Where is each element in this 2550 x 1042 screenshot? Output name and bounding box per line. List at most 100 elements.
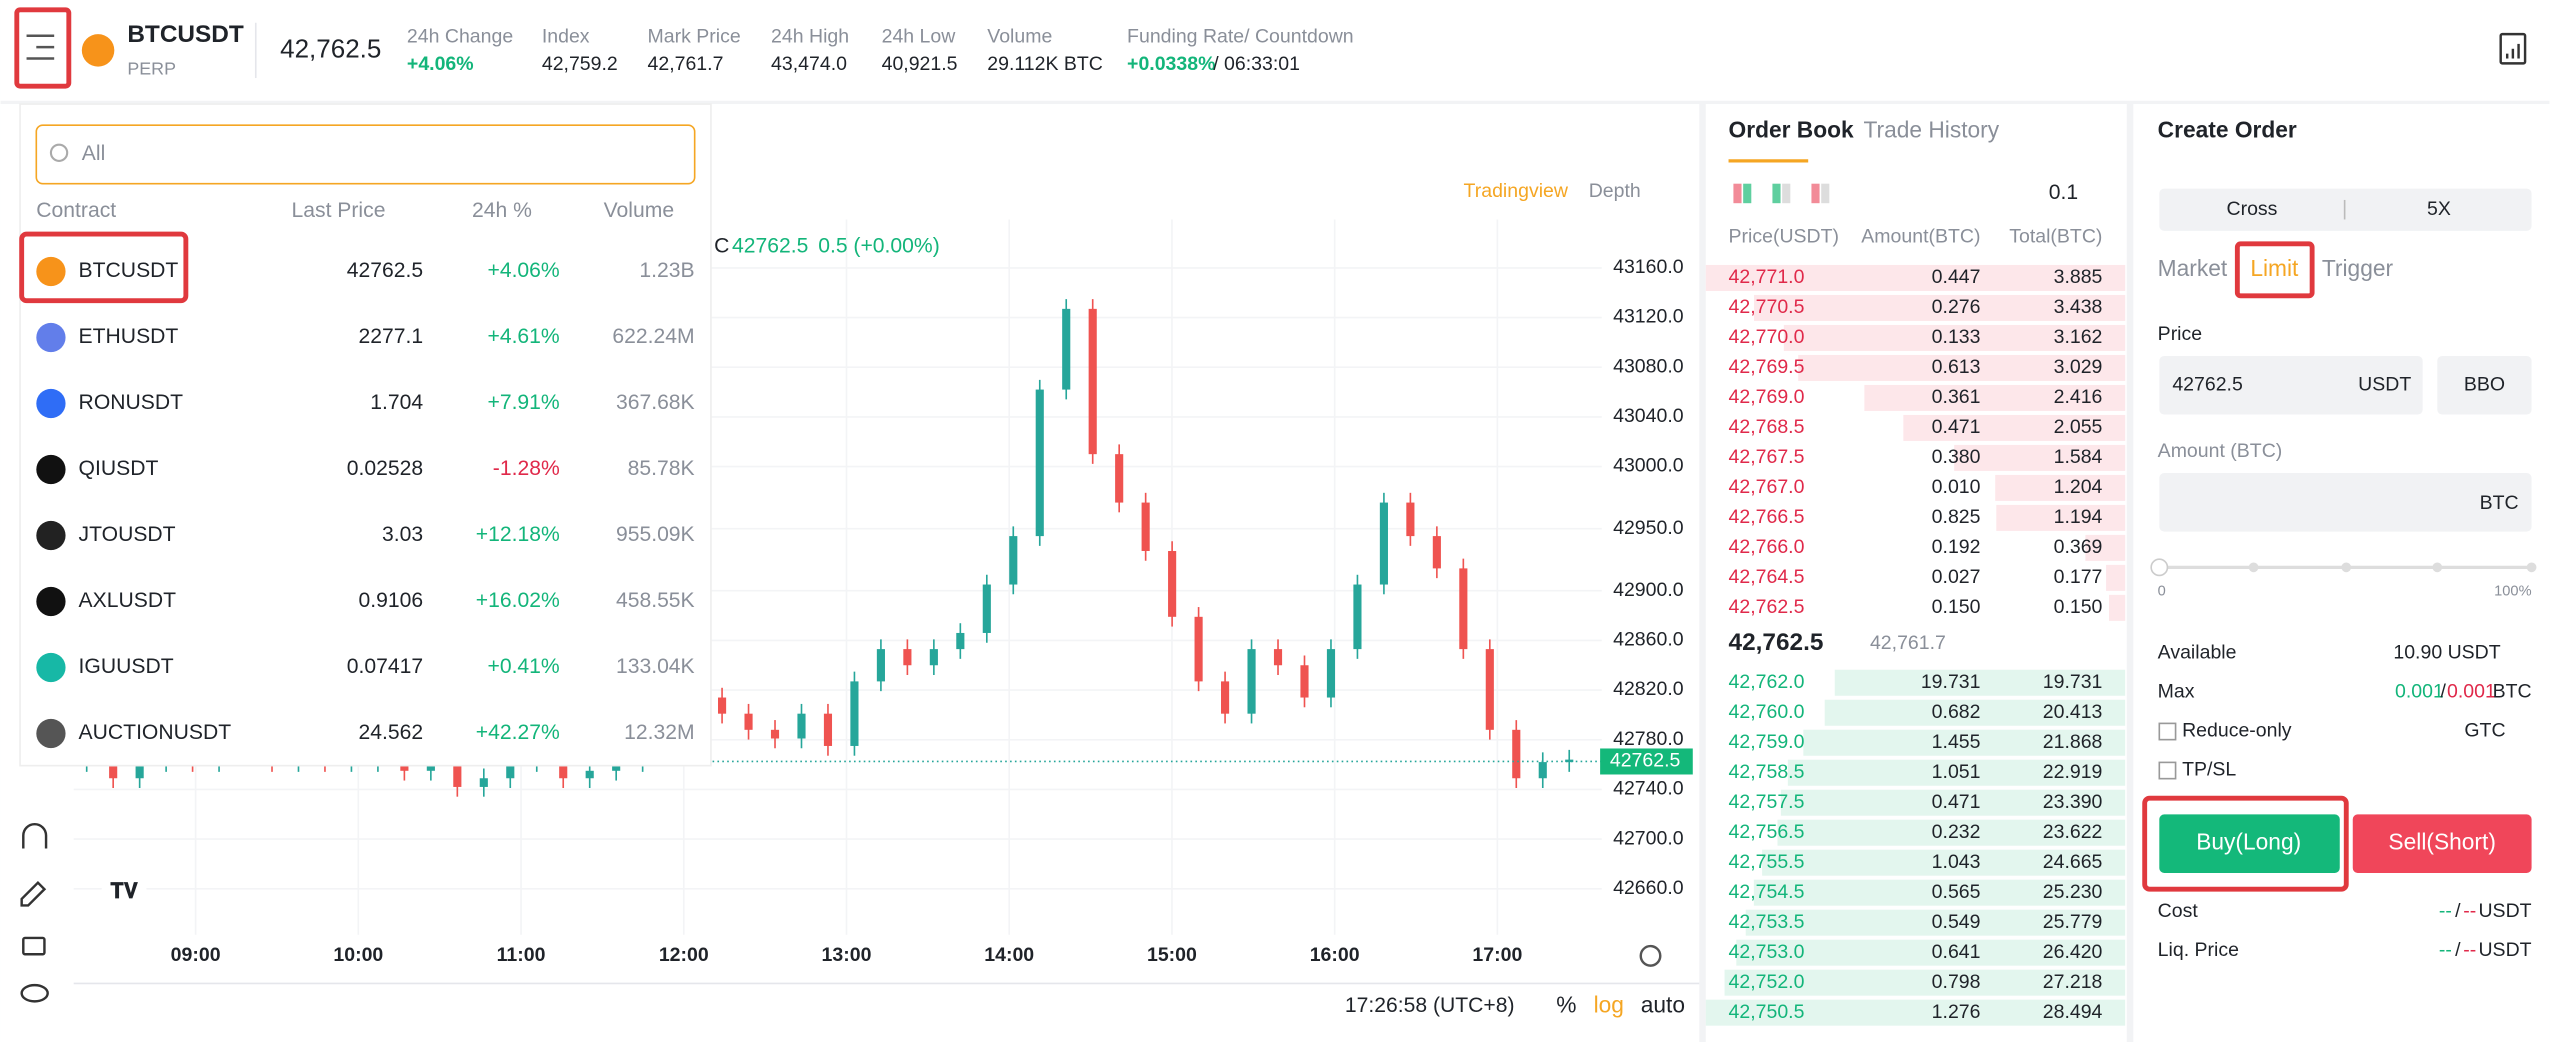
sidebar-icons[interactable] bbox=[20, 823, 49, 1003]
book-price: 42,758.5 bbox=[1729, 761, 1805, 783]
candle-body bbox=[1273, 649, 1283, 666]
stat-value: 43,474.0 bbox=[771, 53, 847, 75]
candle-body bbox=[1088, 308, 1097, 455]
tpsl[interactable]: TP/SL bbox=[2182, 759, 2236, 781]
buy-button[interactable] bbox=[2159, 814, 2340, 873]
document-icon[interactable] bbox=[2499, 32, 2527, 65]
tab-market[interactable]: Market bbox=[2158, 255, 2228, 281]
book-total: 3.162 bbox=[2054, 326, 2103, 348]
candle-body bbox=[903, 649, 912, 666]
contract-symbol[interactable]: ETHUSDT bbox=[79, 325, 179, 348]
coin-icon bbox=[36, 256, 66, 287]
book-view-icons[interactable] bbox=[1733, 183, 1830, 204]
last-price: 42762.5 bbox=[347, 259, 423, 282]
book-amount: 0.150 bbox=[1932, 596, 1981, 618]
leverage[interactable]: 5X bbox=[2427, 198, 2451, 220]
book-amount: 1.043 bbox=[1932, 851, 1981, 873]
candle-body bbox=[1009, 536, 1018, 585]
funding-countdown: / 06:33:01 bbox=[1213, 53, 1300, 75]
coin-icon bbox=[36, 586, 66, 617]
candle-body bbox=[453, 762, 462, 787]
book-amount: 19.731 bbox=[1921, 671, 1981, 693]
settings-icon[interactable] bbox=[1639, 944, 1662, 967]
candle-body bbox=[1406, 502, 1415, 537]
coin-icon bbox=[36, 454, 66, 485]
contract-symbol[interactable]: JTOUSDT bbox=[79, 523, 176, 546]
book-price: 42,756.5 bbox=[1729, 821, 1805, 843]
tab-trade-history[interactable]: Trade History bbox=[1863, 117, 1999, 143]
book-total: 1.584 bbox=[2054, 446, 2103, 468]
tab-order-book[interactable]: Order Book bbox=[1729, 117, 1854, 143]
toolbar-tradingview[interactable]: Tradingview bbox=[1464, 180, 1569, 202]
bbo-button[interactable] bbox=[2437, 356, 2532, 415]
toolbar-depth[interactable]: Depth bbox=[1589, 180, 1641, 202]
book-price: 42,769.0 bbox=[1729, 386, 1805, 408]
column-header: Total(BTC) bbox=[2009, 225, 2102, 247]
percent-toggle[interactable]: % bbox=[1556, 991, 1576, 1017]
depth-bar bbox=[1954, 444, 2126, 471]
buy-label[interactable]: Buy(Long) bbox=[2196, 829, 2301, 855]
tv-logo: 𝐓𝐕 bbox=[101, 872, 147, 912]
slider[interactable] bbox=[2150, 558, 2537, 577]
time-in-force[interactable]: GTC bbox=[2464, 720, 2505, 742]
contract-symbol[interactable]: BTCUSDT bbox=[79, 259, 179, 282]
x-tick-label: 15:00 bbox=[1147, 944, 1197, 966]
change: +0.41% bbox=[487, 655, 559, 678]
candle-body bbox=[1115, 454, 1124, 503]
funding-rate: +0.0338% bbox=[1127, 53, 1215, 75]
search-box[interactable] bbox=[35, 124, 696, 185]
checkbox[interactable] bbox=[2158, 761, 2177, 780]
amount-input[interactable] bbox=[2159, 473, 2532, 532]
depth-bar bbox=[1753, 879, 2126, 906]
log-toggle[interactable]: log bbox=[1594, 991, 1624, 1017]
candle-body bbox=[585, 770, 594, 779]
contract-symbol[interactable]: AUCTIONUSDT bbox=[79, 721, 232, 744]
sell-label[interactable]: Sell(Short) bbox=[2388, 829, 2495, 855]
depth-bar bbox=[1834, 669, 2126, 696]
auto-toggle[interactable]: auto bbox=[1641, 991, 1685, 1017]
menu-icon[interactable] bbox=[26, 34, 55, 60]
step-select[interactable]: 0.1 bbox=[2049, 181, 2078, 204]
book-amount: 0.010 bbox=[1932, 476, 1981, 498]
contract-symbol[interactable]: QIUSDT bbox=[79, 457, 159, 480]
contract-symbol[interactable]: AXLUSDT bbox=[79, 589, 177, 612]
last-price-tag bbox=[1600, 748, 1693, 775]
x-tick-label: 13:00 bbox=[822, 944, 872, 966]
book-price: 42,766.0 bbox=[1729, 536, 1805, 558]
book-amount: 0.133 bbox=[1932, 326, 1981, 348]
field-label[interactable]: Amount (BTC) bbox=[2158, 440, 2283, 462]
column-header: Volume bbox=[604, 199, 674, 222]
book-amount: 0.447 bbox=[1932, 266, 1981, 288]
unit: BTC bbox=[2493, 681, 2532, 703]
book-amount: 0.380 bbox=[1932, 446, 1981, 468]
book-amount: 0.549 bbox=[1932, 911, 1981, 933]
last-price: 1.704 bbox=[370, 391, 423, 414]
contract-symbol[interactable]: RONUSDT bbox=[79, 391, 184, 414]
bbo-label[interactable]: BBO bbox=[2464, 373, 2505, 395]
book-total: 3.029 bbox=[2054, 356, 2103, 378]
book-amount: 0.641 bbox=[1932, 941, 1981, 963]
y-tick-label: 42820.0 bbox=[1613, 678, 1684, 700]
depth-bar bbox=[1903, 414, 2126, 441]
book-total: 27.218 bbox=[2043, 971, 2103, 993]
book-price: 42,754.5 bbox=[1729, 881, 1805, 903]
column-header: Contract bbox=[36, 199, 116, 222]
depth-bar bbox=[2108, 594, 2126, 621]
field-label: Liq. Price bbox=[2158, 939, 2239, 961]
last-price-label: 42762.5 bbox=[1610, 750, 1681, 772]
price-input[interactable] bbox=[2159, 356, 2423, 415]
book-amount: 0.825 bbox=[1932, 506, 1981, 528]
depth-bar bbox=[1762, 849, 2126, 876]
depth-bar bbox=[1780, 789, 2126, 816]
margin-mode[interactable]: Cross bbox=[2227, 198, 2278, 220]
book-amount: 0.471 bbox=[1932, 416, 1981, 438]
tab-limit[interactable]: Limit bbox=[2250, 255, 2299, 281]
candle-body bbox=[1459, 568, 1468, 650]
contract-symbol[interactable]: IGUUSDT bbox=[79, 655, 174, 678]
checkbox[interactable] bbox=[2158, 722, 2177, 741]
tab-trigger[interactable]: Trigger bbox=[2322, 255, 2394, 281]
reduce-only[interactable]: Reduce-only bbox=[2182, 720, 2292, 742]
stat-value: 42,761.7 bbox=[648, 53, 724, 75]
sell-button[interactable] bbox=[2352, 814, 2532, 873]
